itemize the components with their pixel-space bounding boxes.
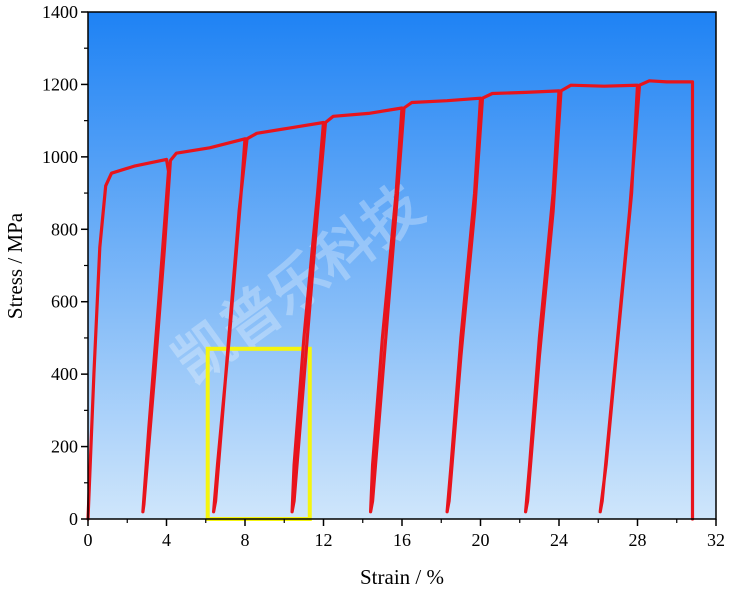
x-tick-label: 20 xyxy=(472,530,490,550)
x-tick-label: 24 xyxy=(550,530,568,550)
x-tick-label: 32 xyxy=(707,530,725,550)
y-tick-label: 0 xyxy=(69,509,78,529)
x-tick-label: 4 xyxy=(162,530,171,550)
stress-strain-curve xyxy=(86,79,695,521)
y-tick-label: 200 xyxy=(51,437,78,457)
x-axis-title: Strain / % xyxy=(360,565,444,589)
x-tick-label: 0 xyxy=(84,530,93,550)
x-tick-label: 12 xyxy=(315,530,333,550)
x-tick-label: 28 xyxy=(629,530,647,550)
y-tick-label: 1200 xyxy=(42,74,78,94)
y-tick-label: 400 xyxy=(51,364,78,384)
x-tick-label: 8 xyxy=(241,530,250,550)
y-tick-label: 1400 xyxy=(42,2,78,22)
x-tick-label: 16 xyxy=(393,530,411,550)
y-axis-title: Stress / MPa xyxy=(3,212,27,319)
plot-background xyxy=(88,12,716,519)
y-tick-label: 800 xyxy=(51,219,78,239)
y-tick-label: 1000 xyxy=(42,147,78,167)
y-tick-label: 600 xyxy=(51,292,78,312)
